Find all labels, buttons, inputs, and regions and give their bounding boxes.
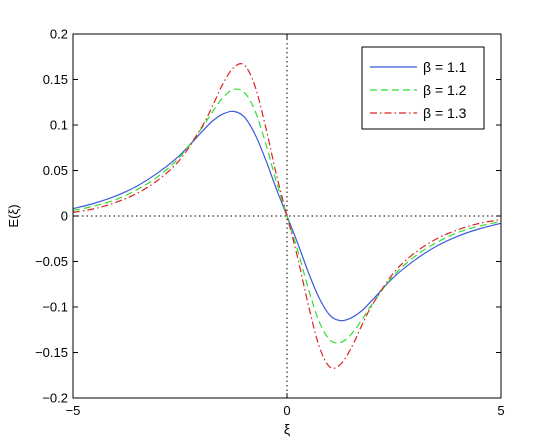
x-tick-label: 0	[283, 403, 290, 418]
legend: β = 1.1 β = 1.2 β = 1.3	[361, 46, 485, 130]
y-tick-label: 0.15	[43, 72, 68, 87]
series-line-1	[72, 110, 502, 322]
series-line-2	[72, 88, 502, 344]
y-tick-label: 0.1	[50, 118, 68, 133]
y-tick-label: −0.05	[35, 254, 68, 269]
legend-label-3: β = 1.3	[423, 105, 467, 121]
x-tick-label: −5	[66, 403, 81, 418]
y-axis-label: E(ξ)	[6, 204, 21, 227]
series-layer	[72, 63, 502, 369]
y-tick-label: −0.15	[35, 345, 68, 360]
y-tick-label: 0	[61, 209, 68, 224]
x-axis-label: ξ	[284, 421, 290, 437]
y-tick-label: 0.05	[43, 163, 68, 178]
legend-box	[361, 46, 485, 130]
reference-lines	[73, 34, 501, 398]
series-line-3	[72, 63, 502, 369]
x-tick-label: 5	[497, 403, 504, 418]
legend-label-1: β = 1.1	[423, 59, 467, 75]
ticks-layer: −5 0 5 −0.2 −0.15 −0.1 −0.05 0 0.05 0.1 0.15 0.2	[35, 27, 505, 419]
y-tick-label: −0.1	[42, 300, 68, 315]
y-tick-label: 0.2	[50, 27, 68, 42]
legend-label-2: β = 1.2	[423, 82, 467, 98]
y-tick-label: −0.2	[42, 391, 68, 406]
